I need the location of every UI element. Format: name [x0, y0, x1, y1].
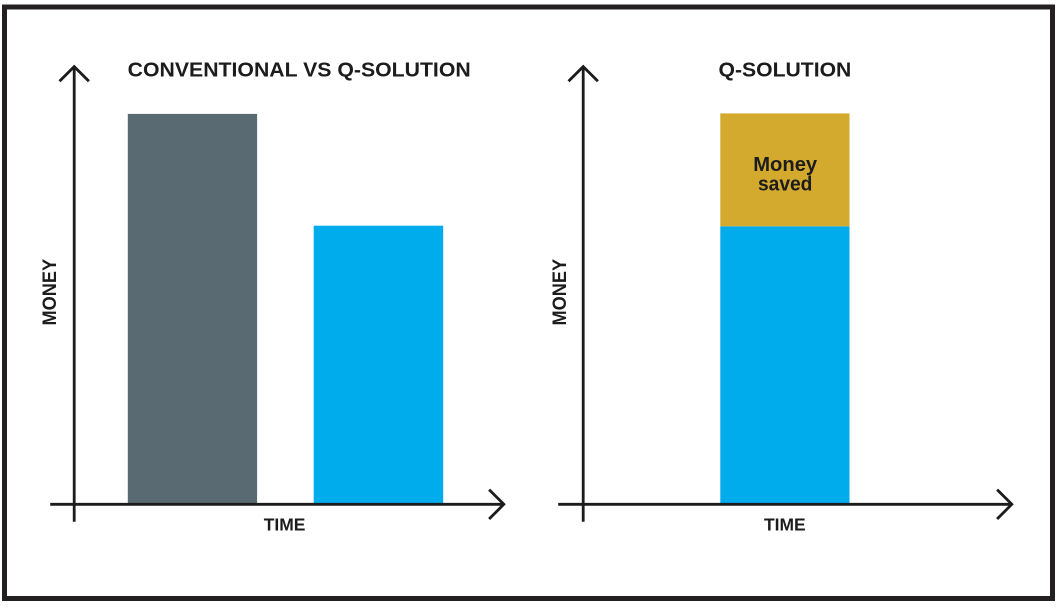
- svg-text:MONEY: MONEY: [39, 259, 61, 326]
- svg-text:TIME: TIME: [264, 515, 306, 535]
- svg-text:TIME: TIME: [764, 515, 806, 535]
- svg-text:saved: saved: [758, 172, 813, 195]
- svg-text:Money: Money: [753, 153, 818, 176]
- svg-text:Q-SOLUTION: Q-SOLUTION: [719, 60, 852, 82]
- svg-text:MONEY: MONEY: [549, 259, 571, 326]
- svg-text:CONVENTIONAL VS Q-SOLUTION: CONVENTIONAL VS Q-SOLUTION: [128, 60, 471, 82]
